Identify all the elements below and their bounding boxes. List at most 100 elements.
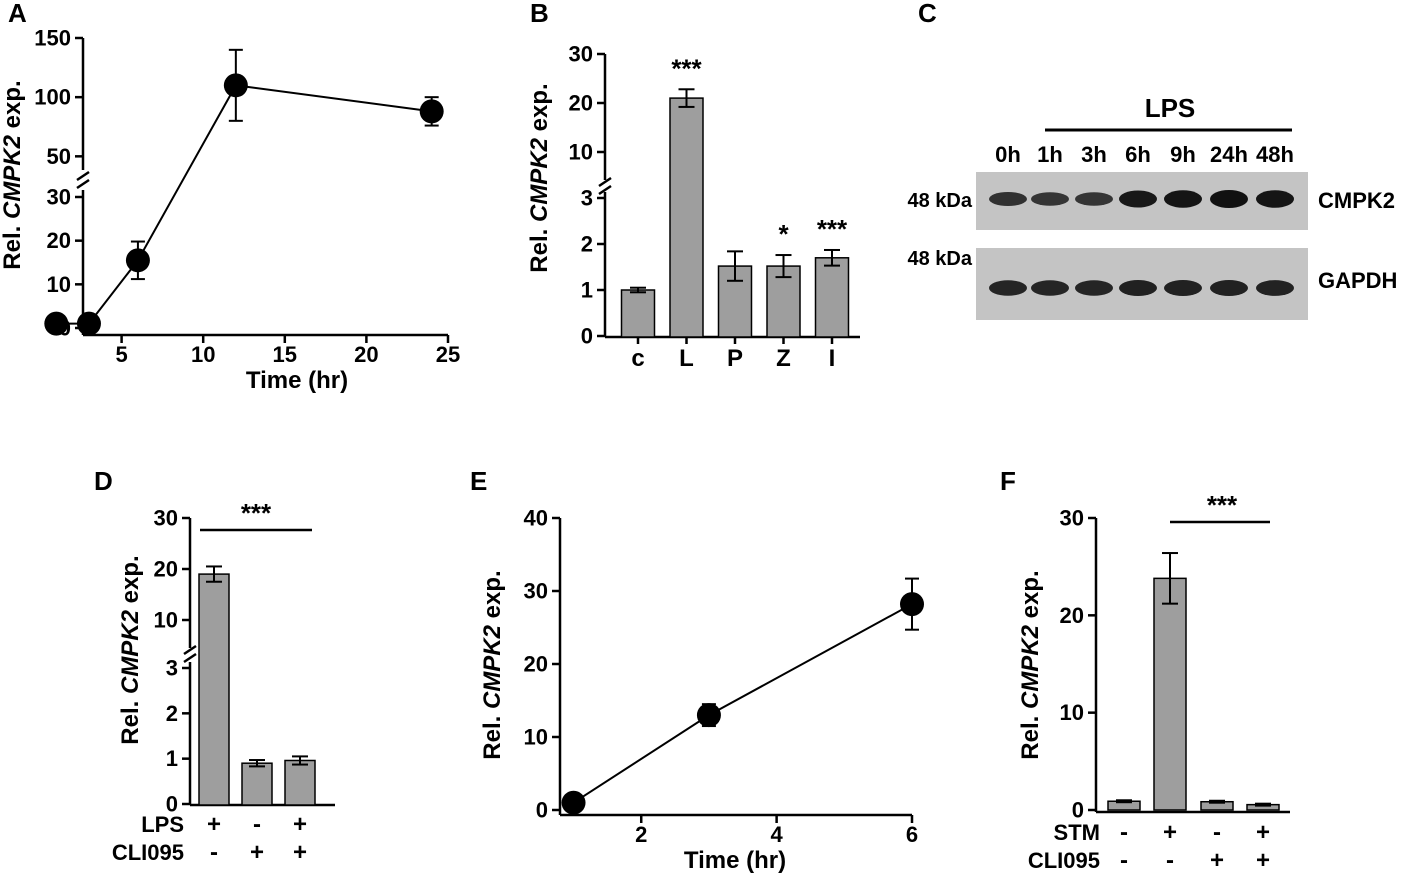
x-tick-label: L bbox=[679, 345, 694, 372]
y-lower-tick-label: 3 bbox=[581, 186, 593, 211]
y-tick-label: 10 bbox=[524, 725, 548, 750]
condition-label: CLI095 bbox=[112, 840, 184, 865]
blot-band bbox=[1031, 192, 1069, 206]
y-lower-tick-label: 10 bbox=[47, 272, 71, 297]
panel-a-xlabel: Time (hr) bbox=[246, 367, 348, 394]
significance-label: * bbox=[778, 219, 789, 249]
y-upper-tick-label: 50 bbox=[47, 144, 71, 169]
y-upper-tick-label: 100 bbox=[34, 85, 71, 110]
lane-label: 9h bbox=[1170, 142, 1196, 167]
y-upper-tick-label: 20 bbox=[569, 91, 593, 116]
y-lower-tick-label: 1 bbox=[166, 746, 178, 771]
y-lower-tick-label: 30 bbox=[47, 185, 71, 210]
series-line bbox=[56, 84, 432, 325]
significance-label: *** bbox=[241, 498, 272, 528]
blot-size-label: 48 kDa bbox=[908, 190, 973, 212]
blot-band bbox=[1256, 280, 1294, 296]
blot-band bbox=[1031, 280, 1069, 296]
panel-a: A Rel. CMPK2 exp. Time (hr) 010203050100… bbox=[0, 0, 460, 394]
y-upper-tick-label: 10 bbox=[569, 140, 593, 165]
condition-sign: + bbox=[293, 811, 307, 838]
x-tick-label: 15 bbox=[273, 342, 297, 367]
bar bbox=[284, 759, 316, 806]
y-tick-label: 0 bbox=[1072, 798, 1084, 823]
lane-label: 48h bbox=[1256, 142, 1294, 167]
data-point bbox=[419, 99, 444, 124]
y-tick-label: 30 bbox=[1060, 506, 1084, 531]
y-upper-tick-label: 30 bbox=[154, 506, 178, 531]
y-axis-break-b bbox=[76, 178, 90, 190]
x-tick-label: 25 bbox=[436, 342, 460, 367]
panel-b-ylabel: Rel. CMPK2 exp. bbox=[526, 83, 553, 272]
y-tick-label: 10 bbox=[1060, 700, 1084, 725]
condition-sign: - bbox=[1166, 847, 1174, 874]
condition-sign: - bbox=[1213, 819, 1221, 846]
y-lower-tick-label: 1 bbox=[581, 278, 593, 303]
condition-label: CLI095 bbox=[1028, 848, 1100, 873]
panel-e-letter: E bbox=[470, 466, 487, 496]
blot-band bbox=[1164, 280, 1202, 296]
y-upper-tick-label: 150 bbox=[34, 26, 71, 51]
blot-protein-label: CMPK2 bbox=[1318, 188, 1395, 213]
panel-b-plot: 0 1 2 3 10 20 30 c L *** P Z * I *** bbox=[569, 42, 860, 372]
y-lower-tick-label: 2 bbox=[166, 701, 178, 726]
x-tick-label: 5 bbox=[115, 342, 127, 367]
x-tick-label: P bbox=[727, 345, 743, 372]
blot-band bbox=[1075, 192, 1113, 206]
y-lower-tick-label: 3 bbox=[166, 656, 178, 681]
bar bbox=[1153, 577, 1187, 811]
y-lower-tick-label: 20 bbox=[47, 228, 71, 253]
x-tick-label: I bbox=[829, 345, 836, 372]
panel-f-letter: F bbox=[1000, 466, 1016, 496]
y-axis-break-b bbox=[183, 652, 197, 664]
blot-band bbox=[989, 280, 1027, 296]
panel-a-ylabel: Rel. CMPK2 exp. bbox=[0, 80, 26, 269]
blot-band bbox=[1210, 280, 1248, 296]
data-point bbox=[696, 703, 721, 728]
condition-sign: + bbox=[293, 839, 307, 866]
y-tick-label: 30 bbox=[524, 579, 548, 604]
bar bbox=[620, 289, 656, 338]
condition-sign: - bbox=[210, 839, 218, 866]
panel-a-plot: 010203050100150510152025 bbox=[34, 26, 460, 368]
y-lower-tick-label: 0 bbox=[581, 324, 593, 349]
lane-label: 24h bbox=[1210, 142, 1248, 167]
series-line bbox=[572, 603, 913, 804]
data-point bbox=[223, 73, 248, 98]
panel-d-ylabel: Rel. CMPK2 exp. bbox=[117, 555, 144, 744]
y-axis-break-a bbox=[183, 644, 197, 656]
blot-size-label: 48 kDa bbox=[908, 248, 973, 270]
y-tick-label: 40 bbox=[524, 506, 548, 531]
lane-label: 0h bbox=[995, 142, 1021, 167]
condition-sign: + bbox=[207, 811, 221, 838]
significance-label: *** bbox=[1207, 490, 1238, 520]
condition-label: LPS bbox=[141, 812, 184, 837]
data-point bbox=[900, 592, 924, 617]
panel-a-letter: A bbox=[8, 0, 27, 28]
treatment-label: LPS bbox=[1145, 93, 1196, 123]
panel-e-ylabel: Rel. CMPK2 exp. bbox=[479, 570, 506, 759]
y-tick-label: 0 bbox=[536, 798, 548, 823]
significance-label: *** bbox=[817, 214, 848, 244]
condition-sign: + bbox=[1163, 819, 1177, 846]
x-tick-label: 20 bbox=[354, 342, 378, 367]
bar bbox=[669, 97, 704, 338]
x-tick-label: 4 bbox=[770, 822, 783, 847]
panel-f-ylabel: Rel. CMPK2 exp. bbox=[1017, 570, 1044, 759]
condition-sign: - bbox=[1120, 819, 1128, 846]
condition-sign: - bbox=[253, 811, 261, 838]
panel-c-letter: C bbox=[918, 0, 937, 28]
y-upper-tick-label: 30 bbox=[569, 42, 593, 67]
y-tick-label: 20 bbox=[524, 652, 548, 677]
data-point bbox=[44, 311, 69, 336]
condition-label: STM bbox=[1054, 820, 1100, 845]
condition-sign: - bbox=[1120, 847, 1128, 874]
blot-band bbox=[1210, 190, 1248, 208]
blot-band bbox=[989, 192, 1027, 206]
blot-band bbox=[1164, 190, 1202, 208]
x-tick-label: 10 bbox=[191, 342, 215, 367]
